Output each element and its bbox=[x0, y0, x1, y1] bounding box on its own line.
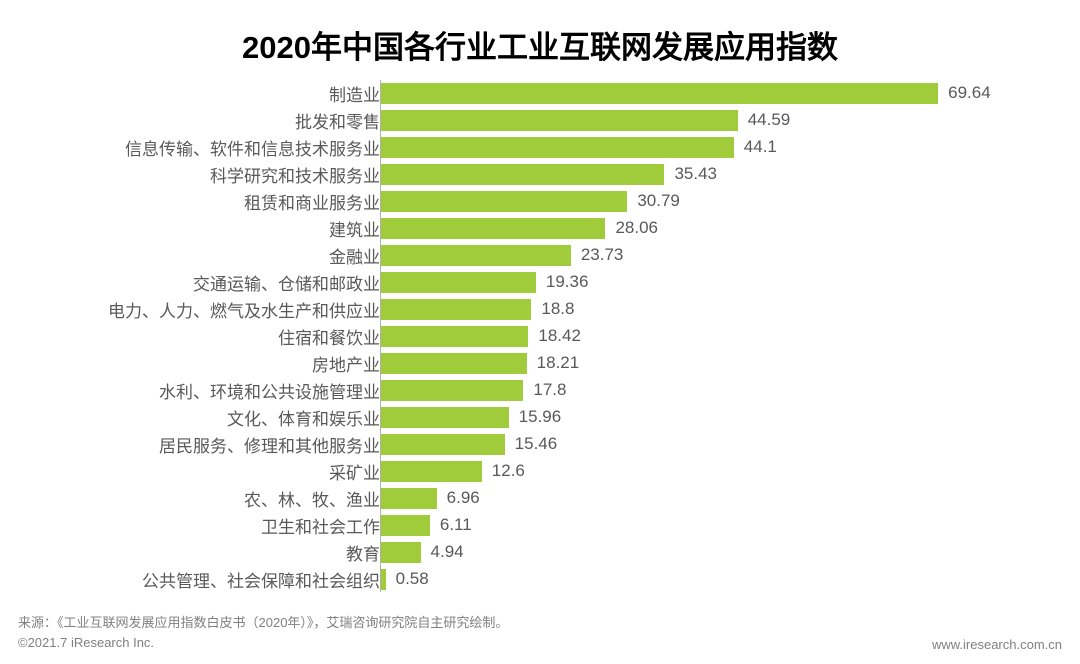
bar bbox=[381, 110, 738, 131]
bar bbox=[381, 353, 527, 374]
category-label: 住宿和餐饮业 bbox=[278, 324, 380, 349]
bar bbox=[381, 245, 571, 266]
value-label: 15.96 bbox=[519, 407, 562, 427]
bar bbox=[381, 137, 734, 158]
value-label: 15.46 bbox=[515, 434, 558, 454]
value-label: 17.8 bbox=[533, 380, 566, 400]
value-label: 28.06 bbox=[615, 218, 658, 238]
value-label: 44.59 bbox=[748, 110, 791, 130]
value-label: 19.36 bbox=[546, 272, 589, 292]
value-label: 12.6 bbox=[492, 461, 525, 481]
value-label: 69.64 bbox=[948, 83, 991, 103]
bar-row: 建筑业 28.06 bbox=[0, 215, 1080, 241]
bar-row: 交通运输、仓储和邮政业 19.36 bbox=[0, 269, 1080, 295]
value-label: 0.58 bbox=[396, 569, 429, 589]
bar-row: 农、林、牧、渔业 6.96 bbox=[0, 485, 1080, 511]
category-label: 居民服务、修理和其他服务业 bbox=[159, 432, 380, 457]
bar-row: 房地产业 18.21 bbox=[0, 350, 1080, 376]
chart-area: 制造业 69.64 批发和零售 44.59 信息传输、软件和信息技术服务业 44.1 科学研… bbox=[0, 80, 1080, 600]
bar-row: 水利、环境和公共设施管理业 17.8 bbox=[0, 377, 1080, 403]
category-label: 金融业 bbox=[329, 243, 380, 268]
bar bbox=[381, 380, 523, 401]
bar-row: 金融业 23.73 bbox=[0, 242, 1080, 268]
bar bbox=[381, 569, 386, 590]
category-label: 采矿业 bbox=[329, 459, 380, 484]
bar bbox=[381, 83, 938, 104]
value-label: 18.21 bbox=[537, 353, 580, 373]
bar bbox=[381, 164, 664, 185]
category-label: 建筑业 bbox=[329, 216, 380, 241]
value-label: 35.43 bbox=[674, 164, 717, 184]
bar bbox=[381, 218, 605, 239]
category-label: 电力、人力、燃气及水生产和供应业 bbox=[108, 297, 380, 322]
copyright-text: ©2021.7 iResearch Inc. bbox=[18, 633, 508, 653]
bar bbox=[381, 299, 531, 320]
category-label: 交通运输、仓储和邮政业 bbox=[193, 270, 380, 295]
bar-row: 电力、人力、燃气及水生产和供应业 18.8 bbox=[0, 296, 1080, 322]
category-label: 水利、环境和公共设施管理业 bbox=[159, 378, 380, 403]
bar bbox=[381, 461, 482, 482]
bar bbox=[381, 326, 528, 347]
category-label: 信息传输、软件和信息技术服务业 bbox=[125, 135, 380, 160]
chart-title: 2020年中国各行业工业互联网发展应用指数 bbox=[0, 0, 1080, 67]
value-label: 4.94 bbox=[431, 542, 464, 562]
category-label: 科学研究和技术服务业 bbox=[210, 162, 380, 187]
category-label: 教育 bbox=[346, 540, 380, 565]
bar-row: 卫生和社会工作 6.11 bbox=[0, 512, 1080, 538]
bar bbox=[381, 515, 430, 536]
value-label: 18.8 bbox=[541, 299, 574, 319]
footer: 来源：《工业互联网发展应用指数白皮书（2020年）》，艾瑞咨询研究院自主研究绘制… bbox=[18, 613, 1062, 652]
value-label: 6.11 bbox=[440, 515, 472, 535]
bar bbox=[381, 434, 505, 455]
category-label: 制造业 bbox=[329, 81, 380, 106]
bar bbox=[381, 488, 437, 509]
bar-row: 文化、体育和娱乐业 15.96 bbox=[0, 404, 1080, 430]
category-label: 租赁和商业服务业 bbox=[244, 189, 380, 214]
bar bbox=[381, 191, 627, 212]
category-label: 农、林、牧、渔业 bbox=[244, 486, 380, 511]
bar-row: 教育 4.94 bbox=[0, 539, 1080, 565]
url-text: www.iresearch.com.cn bbox=[932, 637, 1062, 652]
bar-row: 住宿和餐饮业 18.42 bbox=[0, 323, 1080, 349]
bar-row: 租赁和商业服务业 30.79 bbox=[0, 188, 1080, 214]
category-label: 房地产业 bbox=[312, 351, 380, 376]
bar-row: 科学研究和技术服务业 35.43 bbox=[0, 161, 1080, 187]
bar-row: 采矿业 12.6 bbox=[0, 458, 1080, 484]
value-label: 23.73 bbox=[581, 245, 624, 265]
category-label: 批发和零售 bbox=[295, 108, 380, 133]
value-label: 6.96 bbox=[447, 488, 480, 508]
bar-row: 居民服务、修理和其他服务业 15.46 bbox=[0, 431, 1080, 457]
source-text: 来源：《工业互联网发展应用指数白皮书（2020年）》，艾瑞咨询研究院自主研究绘制… bbox=[18, 613, 508, 633]
bar bbox=[381, 272, 536, 293]
bar-row: 制造业 69.64 bbox=[0, 80, 1080, 106]
value-label: 44.1 bbox=[744, 137, 777, 157]
category-label: 文化、体育和娱乐业 bbox=[227, 405, 380, 430]
value-label: 30.79 bbox=[637, 191, 680, 211]
bar-row: 信息传输、软件和信息技术服务业 44.1 bbox=[0, 134, 1080, 160]
category-label: 卫生和社会工作 bbox=[261, 513, 380, 538]
value-label: 18.42 bbox=[538, 326, 581, 346]
bar-row: 批发和零售 44.59 bbox=[0, 107, 1080, 133]
bar bbox=[381, 407, 509, 428]
bar bbox=[381, 542, 421, 563]
bar-row: 公共管理、社会保障和社会组织 0.58 bbox=[0, 566, 1080, 592]
category-label: 公共管理、社会保障和社会组织 bbox=[142, 567, 380, 592]
